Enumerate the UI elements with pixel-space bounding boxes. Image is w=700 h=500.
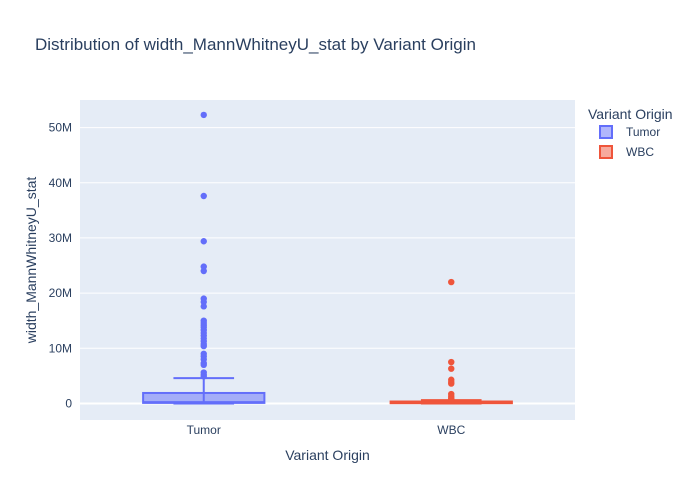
outlier-point[interactable] bbox=[200, 263, 207, 270]
box-tumor[interactable] bbox=[142, 111, 266, 405]
y-tick-label: 20M bbox=[49, 286, 72, 300]
box-wbc[interactable] bbox=[389, 278, 513, 405]
outlier-point[interactable] bbox=[200, 192, 207, 200]
outlier-point[interactable] bbox=[200, 361, 207, 369]
outlier-point[interactable] bbox=[200, 238, 207, 245]
x-axis-label: Variant Origin bbox=[285, 447, 370, 463]
outlier-point[interactable] bbox=[200, 303, 207, 310]
legend-item-wbc[interactable]: WBC bbox=[599, 145, 654, 159]
plot-area bbox=[80, 100, 575, 420]
legend-title: Variant Origin bbox=[588, 106, 673, 122]
y-tick-label: 40M bbox=[49, 176, 72, 190]
y-tick-label: 30M bbox=[49, 231, 72, 245]
legend-swatch bbox=[599, 125, 613, 139]
outlier-point[interactable] bbox=[448, 395, 455, 403]
outlier-point[interactable] bbox=[448, 278, 455, 286]
outlier-point[interactable] bbox=[448, 358, 455, 366]
outlier-point[interactable] bbox=[448, 365, 455, 372]
outlier-point[interactable] bbox=[200, 342, 207, 350]
box-plots bbox=[142, 111, 513, 405]
legend-label: Tumor bbox=[626, 125, 660, 139]
y-tick-label: 10M bbox=[49, 341, 72, 355]
y-tick-label: 0 bbox=[65, 396, 72, 410]
y-axis-ticks: 0 10M 20M 30M 40M 50M bbox=[49, 121, 73, 411]
outlier-point[interactable] bbox=[448, 380, 455, 387]
chart-title: Distribution of width_MannWhitneyU_stat … bbox=[35, 35, 476, 54]
outlier-point[interactable] bbox=[200, 373, 207, 380]
outlier-point[interactable] bbox=[200, 267, 207, 275]
y-axis-label: width_MannWhitneyU_stat bbox=[23, 177, 39, 345]
outlier-point[interactable] bbox=[200, 298, 207, 306]
legend-swatch bbox=[599, 145, 613, 159]
legend[interactable]: Variant Origin Tumor WBC bbox=[588, 106, 673, 159]
y-tick-label: 50M bbox=[49, 121, 72, 135]
x-axis-ticks: Tumor WBC bbox=[187, 423, 466, 437]
outlier-point[interactable] bbox=[200, 111, 207, 119]
x-tick-label: Tumor bbox=[187, 423, 221, 437]
legend-item-tumor[interactable]: Tumor bbox=[599, 125, 660, 139]
legend-label: WBC bbox=[626, 145, 654, 159]
x-tick-label: WBC bbox=[437, 423, 465, 437]
